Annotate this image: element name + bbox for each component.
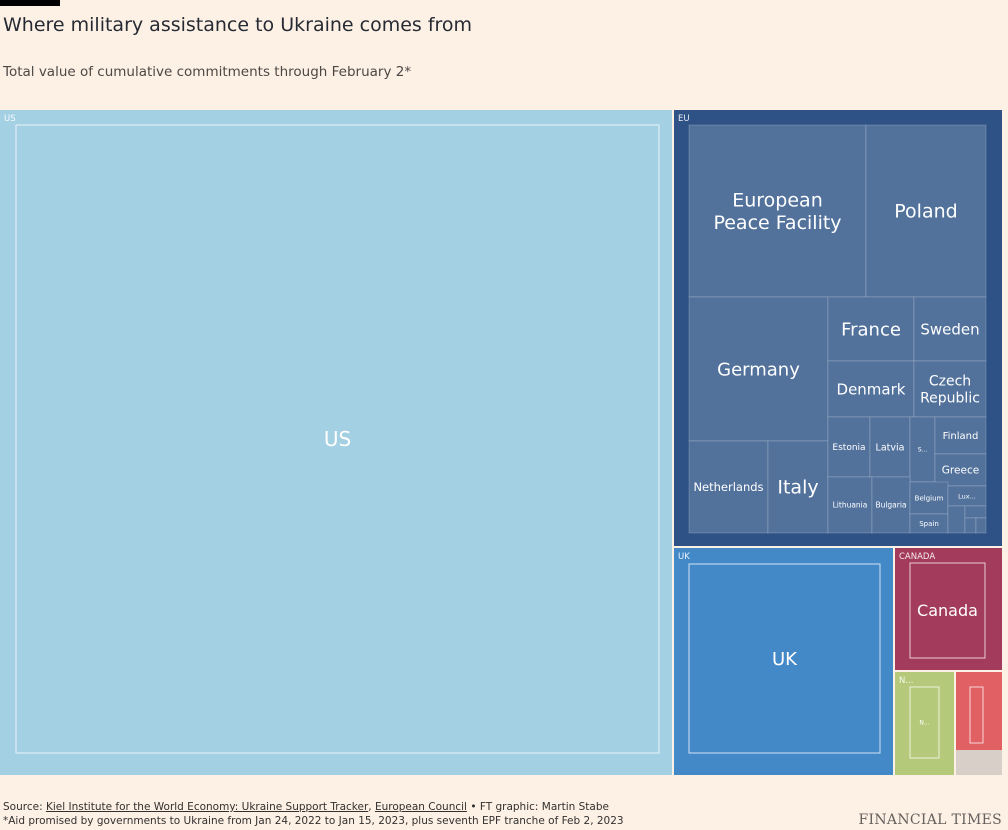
treemap-cell-italy xyxy=(767,440,829,534)
treemap-cell-netherlands xyxy=(688,440,769,534)
cell-label-greece: Greece xyxy=(942,465,979,477)
footnote: *Aid promised by governments to Ukraine … xyxy=(3,815,624,827)
cell-label-germany: Germany xyxy=(717,359,800,380)
treemap-cell-czech-republic xyxy=(913,360,987,418)
treemap-cell-belgium xyxy=(909,481,949,515)
cell-label-luxembourg: Lux... xyxy=(958,492,976,500)
treemap-cell-european-peace-facility xyxy=(688,124,867,298)
brand-bar xyxy=(0,0,60,6)
cell-label-finland: Finland xyxy=(943,431,979,442)
treemap-cell-norway xyxy=(909,686,940,759)
cell-label-france: France xyxy=(841,319,901,340)
cell-label-latvia: Latvia xyxy=(876,442,905,453)
cell-label-us: US xyxy=(324,427,351,451)
cell-label-bulgaria: Bulgaria xyxy=(875,501,906,510)
treemap-cell-greece xyxy=(934,453,987,487)
treemap-cell-germany xyxy=(688,296,829,442)
chart-subtitle: Total value of cumulative commitments th… xyxy=(3,64,412,80)
cell-label-estonia: Estonia xyxy=(832,443,865,453)
chart-title: Where military assistance to Ukraine com… xyxy=(3,14,473,36)
cell-label-uk: UK xyxy=(772,649,798,670)
treemap-cell-other-2 xyxy=(964,505,987,519)
source-separator: , xyxy=(368,801,372,813)
cell-label-poland: Poland xyxy=(894,201,957,223)
cell-label-slovakia: S... xyxy=(918,447,928,454)
treemap-cell-slovakia xyxy=(909,416,936,483)
treemap-group-canada xyxy=(895,548,1002,670)
cell-label-belgium: Belgium xyxy=(915,494,944,502)
group-label-uk: UK xyxy=(678,552,690,562)
source-link-kiel[interactable]: Kiel Institute for the World Economy: Uk… xyxy=(45,801,369,813)
treemap-cell-other-3 xyxy=(964,517,977,534)
cell-label-european-peace-facility: European Peace Facility xyxy=(713,189,841,234)
cell-label-netherlands: Netherlands xyxy=(693,480,763,494)
graphic-credit: • FT graphic: Martin Stabe xyxy=(470,801,609,813)
cell-label-lithuania: Lithuania xyxy=(833,501,868,510)
treemap-chart: US US European Peace Facility Poland Germany F… xyxy=(0,110,1002,775)
treemap-cell-other-6 xyxy=(956,750,1002,775)
source-link-european-council[interactable]: European Council xyxy=(374,801,467,813)
treemap-cell-bulgaria xyxy=(871,476,911,534)
treemap-cell-other-4 xyxy=(975,517,987,534)
treemap-cell-latvia xyxy=(869,416,911,478)
group-label-eu: EU xyxy=(678,114,690,124)
group-label-us: US xyxy=(4,114,16,124)
group-label-norway: N... xyxy=(899,676,913,686)
group-label-canada: CANADA xyxy=(899,552,935,562)
cell-label-norway: N... xyxy=(919,720,929,727)
treemap-group-us xyxy=(0,110,672,775)
cell-label-spain: Spain xyxy=(919,520,939,528)
treemap-cell-poland xyxy=(865,124,987,298)
chart-footer: Source: Kiel Institute for the World Eco… xyxy=(3,800,624,828)
treemap-cell-lithuania xyxy=(827,476,873,534)
cell-label-czech-republic: Czech Republic xyxy=(920,374,980,407)
treemap-cell-uk xyxy=(688,563,881,754)
cell-label-sweden: Sweden xyxy=(920,320,979,338)
treemap-cell-us xyxy=(15,124,660,754)
treemap-cell-other-5 xyxy=(969,686,984,744)
cell-label-denmark: Denmark xyxy=(837,380,906,398)
source-prefix: Source: xyxy=(3,801,43,813)
treemap-cell-other-1 xyxy=(947,505,966,534)
treemap-cell-finland xyxy=(934,416,987,455)
publisher-logo: FINANCIAL TIMES xyxy=(858,812,1002,828)
source-line: Source: Kiel Institute for the World Eco… xyxy=(3,800,624,814)
treemap-cell-canada xyxy=(909,562,986,659)
cell-label-canada: Canada xyxy=(917,601,978,620)
cell-label-italy: Italy xyxy=(777,477,818,499)
treemap-cell-denmark xyxy=(827,360,915,418)
treemap-group-uk xyxy=(674,548,893,775)
